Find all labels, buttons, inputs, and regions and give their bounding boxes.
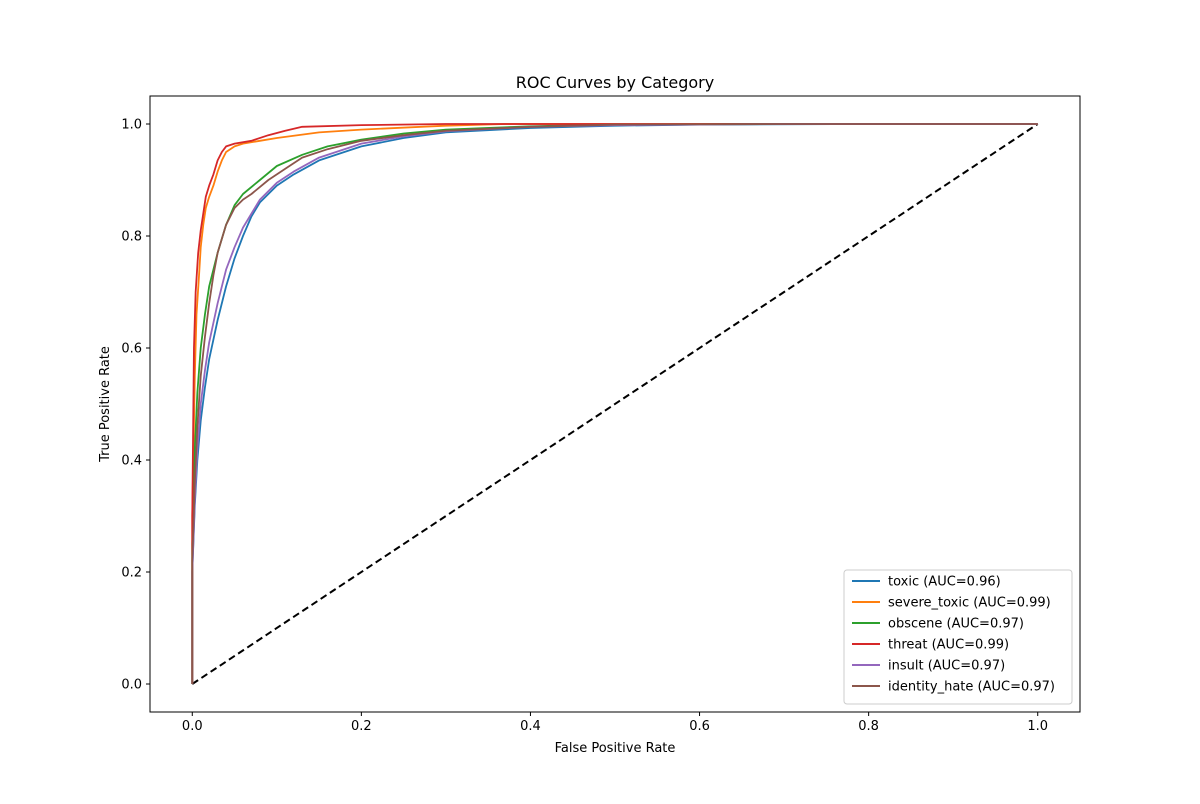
series-group xyxy=(191,123,1039,685)
x-tick-label: 0.4 xyxy=(520,719,541,734)
axes-frame xyxy=(149,95,1081,713)
chart-title: ROC Curves by Category xyxy=(516,73,714,92)
x-tick-label: 0.2 xyxy=(351,719,372,734)
legend-label: threat (AUC=0.99) xyxy=(888,638,1009,653)
y-tick-label: 0.6 xyxy=(121,342,142,357)
reference-diagonal-line xyxy=(191,123,1039,685)
x-tick-label: 1.0 xyxy=(1027,719,1048,734)
legend: toxic (AUC=0.96) severe_toxic (AUC=0.99) o… xyxy=(843,569,1073,705)
y-tick-label: 0.8 xyxy=(121,230,142,245)
series-line-identity-hate xyxy=(191,123,1038,684)
legend-label: severe_toxic (AUC=0.99) xyxy=(888,596,1051,611)
series-line-threat xyxy=(191,123,1038,684)
series-line-toxic xyxy=(191,123,1038,684)
y-tick-label: 0.0 xyxy=(121,678,142,693)
x-axis-label: False Positive Rate xyxy=(555,741,676,756)
series-line-severe-toxic xyxy=(191,123,1038,684)
legend-label: toxic (AUC=0.96) xyxy=(888,575,1001,590)
legend-box xyxy=(843,569,1073,705)
x-tick-label: 0.0 xyxy=(182,719,203,734)
legend-label: obscene (AUC=0.97) xyxy=(888,617,1024,632)
y-axis-label: True Positive Rate xyxy=(98,346,113,463)
y-tick-label: 1.0 xyxy=(121,118,142,133)
x-tick-label: 0.8 xyxy=(858,719,879,734)
y-tick-label: 0.2 xyxy=(121,566,142,581)
legend-label: insult (AUC=0.97) xyxy=(888,659,1005,674)
y-tick-label: 0.4 xyxy=(121,454,142,469)
plot-area: 0.0 0.2 0.4 0.6 0.8 1.0 0.0 0.2 0.4 0.6 0.8 1.0 toxi… xyxy=(121,95,1081,734)
legend-label: identity_hate (AUC=0.97) xyxy=(888,680,1055,695)
x-tick-label: 0.6 xyxy=(689,719,710,734)
